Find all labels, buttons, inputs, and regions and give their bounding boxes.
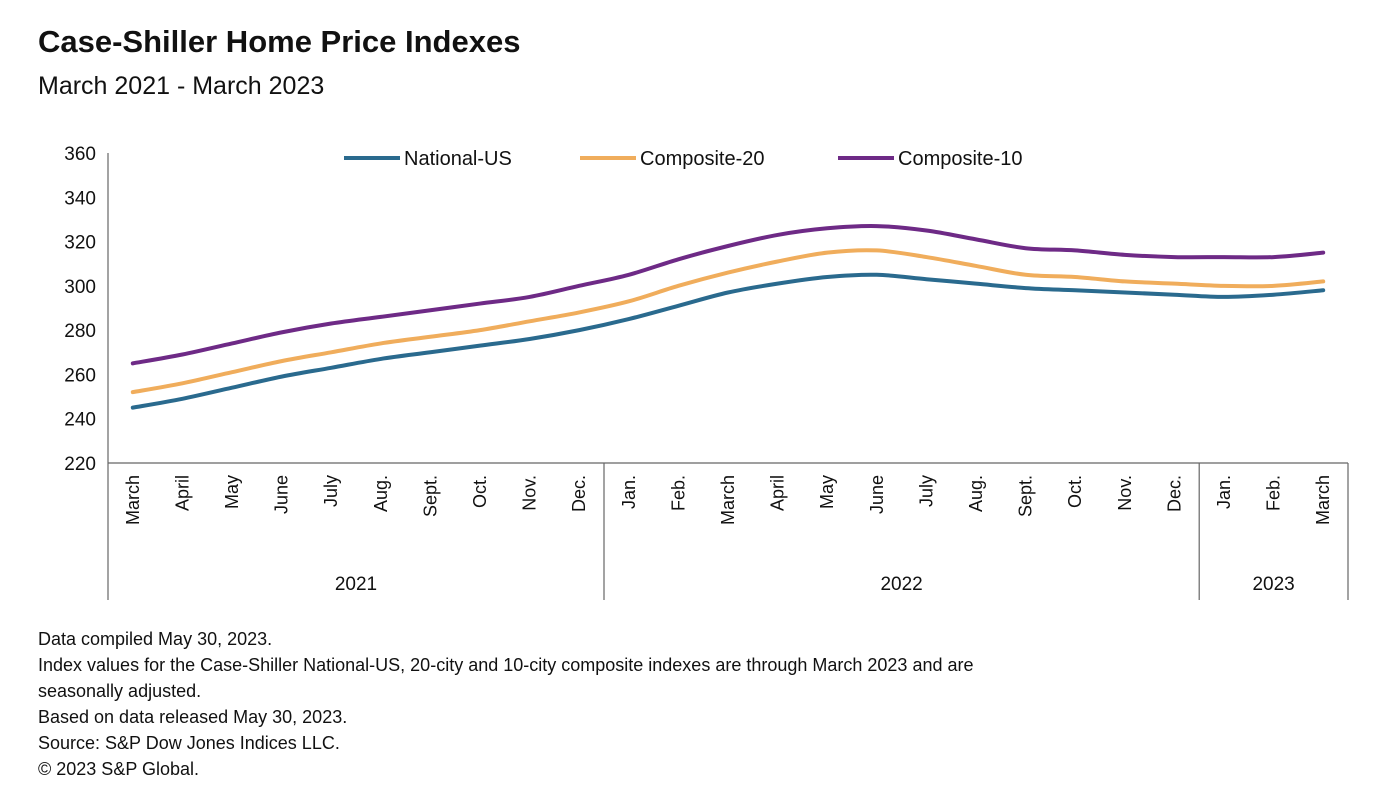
x-tick-label: Oct.: [1065, 475, 1085, 508]
series-line-composite-20: [130, 248, 1326, 395]
x-tick-label: Oct.: [470, 475, 490, 508]
line-chart: National-US Composite-20 Composite-10 2202…: [64, 144, 1349, 600]
x-tick-label: Feb.: [1264, 475, 1284, 511]
y-tick-label: 280: [64, 321, 96, 342]
chart-legend: National-US Composite-20 Composite-10: [344, 148, 1023, 170]
x-tick-label: Dec.: [1164, 475, 1184, 512]
x-tick-label: July: [916, 475, 936, 507]
legend-label: Composite-10: [898, 148, 1023, 170]
x-tick-label: March: [123, 475, 143, 525]
x-tick-label: April: [172, 475, 192, 511]
x-tick-label: May: [817, 475, 837, 509]
x-tick-label: May: [222, 475, 242, 509]
x-tick-label: June: [272, 475, 292, 514]
y-tick-label: 220: [64, 454, 96, 475]
x-tick-label: Nov.: [1115, 475, 1135, 511]
y-tick-label: 240: [64, 410, 96, 431]
x-tick-label: Jan.: [619, 475, 639, 509]
x-tick-label: Feb.: [668, 475, 688, 511]
y-axis: 220 240 260 280 300 320 340 360: [64, 144, 109, 600]
series-line-composite-10: [130, 223, 1326, 366]
footnotes: Data compiled May 30, 2023. Index values…: [38, 626, 974, 782]
x-tick-label: Aug.: [966, 475, 986, 512]
x-tick-label: Nov.: [520, 475, 540, 511]
chart-subtitle: March 2021 - March 2023: [38, 72, 325, 100]
x-tick-label: July: [321, 475, 341, 507]
x-tick-label: April: [768, 475, 788, 511]
footnote-line: Index values for the Case-Shiller Nation…: [38, 655, 974, 675]
y-tick-label: 320: [64, 233, 96, 254]
footnote-line: seasonally adjusted.: [38, 681, 202, 701]
y-tick-label: 300: [64, 277, 96, 298]
series-line-national-us: [130, 272, 1326, 410]
x-tick-label: June: [867, 475, 887, 514]
legend-label: Composite-20: [640, 148, 765, 170]
year-label: 2022: [880, 574, 922, 595]
footnote-line: Source: S&P Dow Jones Indices LLC.: [38, 733, 340, 753]
y-tick-label: 340: [64, 188, 96, 209]
year-label: 2021: [335, 574, 377, 595]
x-axis: March April May June July Aug. Sept. Oct. Nov. De…: [108, 462, 1349, 600]
footnote-line: Data compiled May 30, 2023.: [38, 629, 273, 649]
x-tick-label: Jan.: [1214, 475, 1234, 509]
year-label: 2023: [1252, 574, 1294, 595]
y-tick-label: 360: [64, 144, 96, 165]
x-tick-label: Sept.: [420, 475, 440, 517]
x-tick-label: Aug.: [371, 475, 391, 512]
footnote-line: Based on data released May 30, 2023.: [38, 707, 348, 727]
series-lines: [130, 223, 1326, 410]
x-tick-label: March: [1313, 475, 1333, 525]
x-tick-label: March: [718, 475, 738, 525]
x-tick-label: Sept.: [1016, 475, 1036, 517]
chart-title: Case-Shiller Home Price Indexes: [38, 24, 521, 59]
footnote-line: © 2023 S&P Global.: [38, 759, 200, 779]
legend-label: National-US: [404, 148, 512, 170]
y-tick-label: 260: [64, 365, 96, 386]
x-tick-label: Dec.: [569, 475, 589, 512]
